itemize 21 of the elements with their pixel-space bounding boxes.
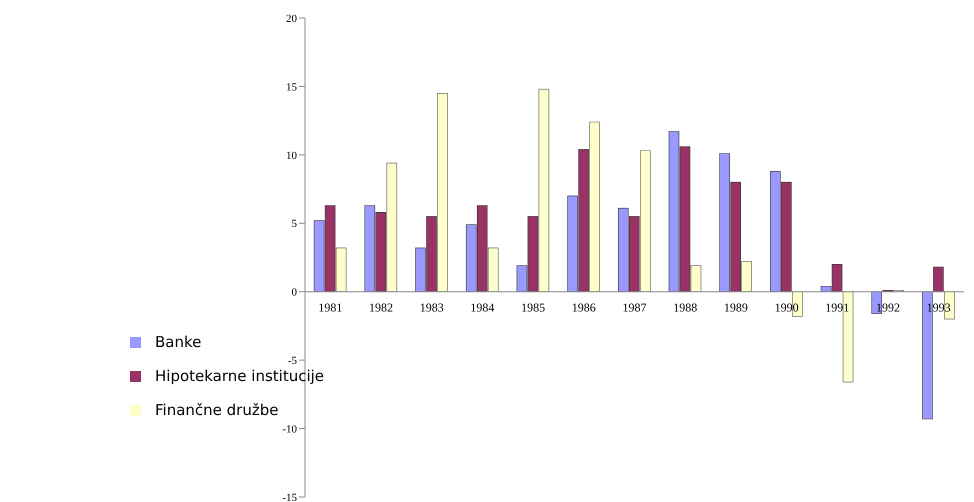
x-tick-label: 1983 <box>420 300 444 315</box>
y-tick-label: -15 <box>282 492 298 502</box>
y-tick-label: 20 <box>286 12 298 25</box>
legend-label: Banke <box>155 333 202 351</box>
y-tick-label: 15 <box>286 81 298 94</box>
legend-label: Finančne družbe <box>155 401 278 419</box>
x-tick-label: 1987 <box>622 300 646 315</box>
y-tick-label: 0 <box>292 286 298 299</box>
x-tick-label: 1986 <box>572 300 596 315</box>
x-tick-label: 1981 <box>318 300 342 315</box>
y-tick-label: -10 <box>282 423 298 436</box>
y-tick-label: 5 <box>292 218 298 230</box>
x-tick-label: 1989 <box>724 300 748 315</box>
legend-label: Hipotekarne institucije <box>155 367 324 385</box>
y-tick-label: -5 <box>288 355 298 368</box>
y-tick-label: 10 <box>286 150 298 162</box>
x-tick-label: 1984 <box>470 300 494 315</box>
x-tick-label: 1991 <box>825 300 850 315</box>
x-tick-label: 1982 <box>369 300 394 315</box>
x-tick-label: 1988 <box>673 300 698 315</box>
x-tick-label: 1985 <box>521 300 546 315</box>
